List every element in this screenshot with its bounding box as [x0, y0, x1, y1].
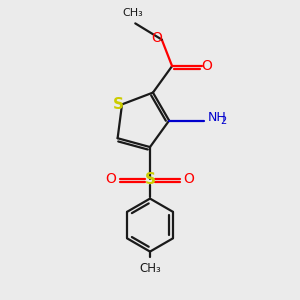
- Text: S: S: [113, 97, 124, 112]
- Text: O: O: [105, 172, 116, 186]
- Text: CH₃: CH₃: [139, 262, 161, 275]
- Text: S: S: [145, 172, 155, 187]
- Text: NH: NH: [208, 110, 227, 124]
- Text: O: O: [201, 59, 212, 73]
- Text: O: O: [184, 172, 195, 186]
- Text: O: O: [151, 31, 162, 45]
- Text: 2: 2: [220, 116, 226, 126]
- Text: CH₃: CH₃: [122, 8, 143, 18]
